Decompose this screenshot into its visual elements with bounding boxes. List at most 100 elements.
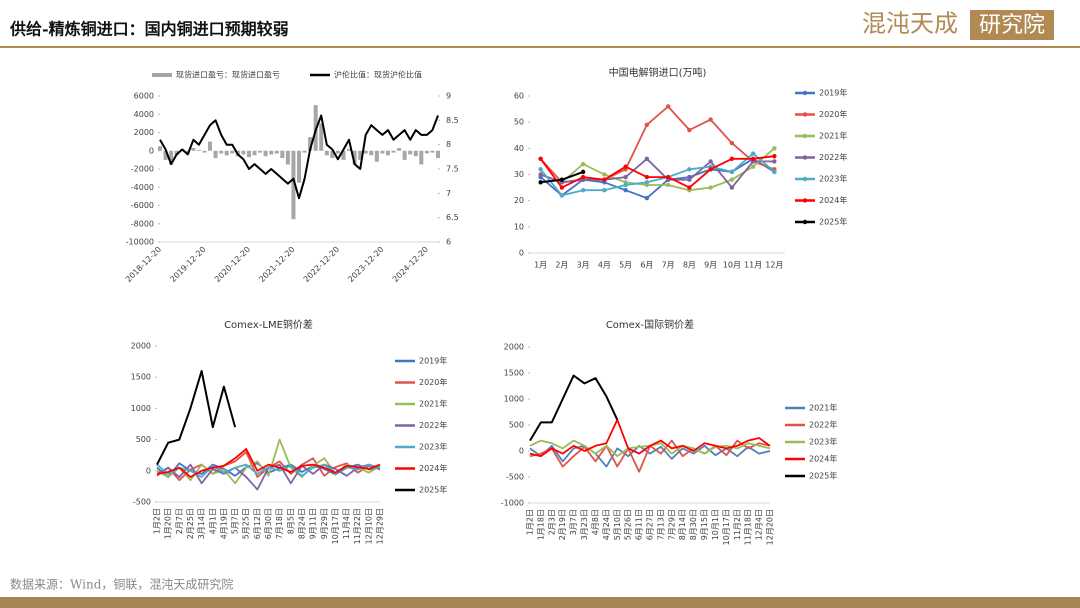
- x-tick-label: 2月25日: [186, 508, 195, 539]
- point: [623, 182, 628, 188]
- point: [687, 177, 692, 182]
- bar: [341, 150, 346, 160]
- legend-label: 2020年: [419, 377, 447, 387]
- series-line: [156, 448, 381, 478]
- y-tick-label: 4000: [134, 110, 154, 119]
- bar: [385, 150, 390, 156]
- x-tick-label: 11月2日: [733, 509, 742, 540]
- bar: [224, 150, 229, 156]
- y-tick-label: -10000: [126, 238, 154, 247]
- chart-title: Comex-LME铜价差: [224, 318, 313, 331]
- legend-label: 2020年: [819, 109, 847, 119]
- point: [623, 164, 628, 169]
- x-tick-label: 6月27日: [646, 509, 655, 540]
- x-tick-label: 12月10日: [364, 508, 373, 544]
- x-tick-label: 4月8日: [591, 509, 600, 535]
- x-tick-label: 8月5日: [286, 508, 295, 534]
- point: [708, 117, 713, 122]
- x-tick-label: 11月: [744, 261, 762, 270]
- legend-marker: [802, 198, 808, 203]
- x-tick-label: 9月15日: [700, 509, 709, 540]
- point: [772, 159, 777, 164]
- legend-label: 现货进口盈亏：现货进口盈亏: [176, 70, 280, 80]
- chart-title: Comex-国际铜价差: [606, 318, 694, 331]
- x-tick-label: 2月3日: [547, 509, 556, 535]
- bar: [202, 150, 207, 153]
- x-tick-label: 12月4日: [755, 509, 764, 540]
- series-line: [529, 374, 619, 442]
- bar: [269, 150, 274, 155]
- point: [538, 172, 543, 177]
- x-tick-label: 8月14日: [678, 509, 687, 540]
- y-tick-label: -500: [133, 498, 151, 507]
- bar: [369, 150, 374, 156]
- x-tick-label: 6月12日: [253, 508, 262, 539]
- point: [644, 156, 650, 161]
- legend-label: 2024年: [819, 195, 847, 205]
- point: [772, 169, 777, 175]
- bar: [297, 150, 301, 183]
- bar: [347, 148, 352, 151]
- y2-tick-label: 8: [446, 140, 451, 149]
- legend-label: 2019年: [419, 356, 447, 366]
- x-tick-label: 7月29日: [667, 509, 676, 540]
- bar: [391, 150, 396, 153]
- slide-title: 供给-精炼铜进口：国内铜进口预期较弱: [9, 20, 289, 39]
- bar: [413, 150, 418, 157]
- bar: [246, 150, 251, 158]
- y-tick-label: -2000: [131, 165, 154, 174]
- x-tick-label: 1月20日: [164, 508, 173, 539]
- logo-tag: 研究院: [979, 13, 1045, 38]
- x-tick-label: 10月17日: [331, 508, 340, 544]
- x-tick-label: 4月19日: [219, 508, 228, 539]
- x-tick-label: 6月: [640, 261, 653, 270]
- point: [602, 177, 607, 182]
- point: [623, 174, 628, 180]
- point: [729, 156, 735, 161]
- series-line: [156, 370, 237, 466]
- footer-band: [0, 597, 1080, 608]
- y-tick-label: 50: [514, 118, 524, 127]
- bar: [358, 150, 363, 160]
- y2-tick-label: 8.5: [446, 116, 459, 125]
- point: [538, 180, 543, 185]
- x-tick-label: 1月18日: [536, 509, 545, 540]
- legend-label: 2021年: [819, 131, 847, 141]
- x-tick-label: 7月: [662, 261, 675, 270]
- y-tick-label: 2000: [134, 128, 154, 137]
- legend-label: 沪伦比值：现货沪伦比值: [334, 70, 422, 80]
- point: [580, 161, 586, 167]
- point: [644, 195, 650, 201]
- bar: [285, 150, 290, 165]
- x-tick-label: 11月4日: [342, 508, 351, 539]
- x-tick-label: 2月7日: [175, 508, 184, 534]
- bar: [196, 149, 201, 151]
- x-tick-label: 7月13日: [656, 509, 665, 540]
- legend-label: 2023年: [809, 437, 837, 447]
- series-line: [540, 147, 775, 192]
- point: [665, 174, 671, 180]
- x-tick-label: 11月22日: [353, 508, 362, 544]
- bar: [324, 150, 329, 156]
- x-tick-label: 8月24日: [297, 508, 306, 539]
- series-line: [539, 155, 775, 189]
- y-tick-label: 0: [519, 447, 524, 456]
- legend-marker: [802, 155, 808, 160]
- x-tick-label: 12月: [765, 261, 783, 270]
- point: [687, 167, 692, 172]
- bar: [330, 150, 335, 159]
- point: [687, 185, 692, 190]
- point: [580, 169, 586, 175]
- x-tick-label: 10月17日: [722, 509, 731, 545]
- x-tick-label: 4月: [598, 261, 611, 270]
- bar: [419, 150, 424, 165]
- bar: [174, 150, 179, 156]
- x-tick-label: 1月2日: [526, 509, 535, 535]
- x-tick-label: 2020-12-20: [213, 245, 252, 284]
- point: [559, 193, 565, 198]
- x-tick-label: 12月20日: [766, 509, 775, 545]
- series-line: [159, 114, 439, 200]
- y-tick-label: 6000: [134, 92, 154, 101]
- y-tick-label: -6000: [131, 201, 154, 210]
